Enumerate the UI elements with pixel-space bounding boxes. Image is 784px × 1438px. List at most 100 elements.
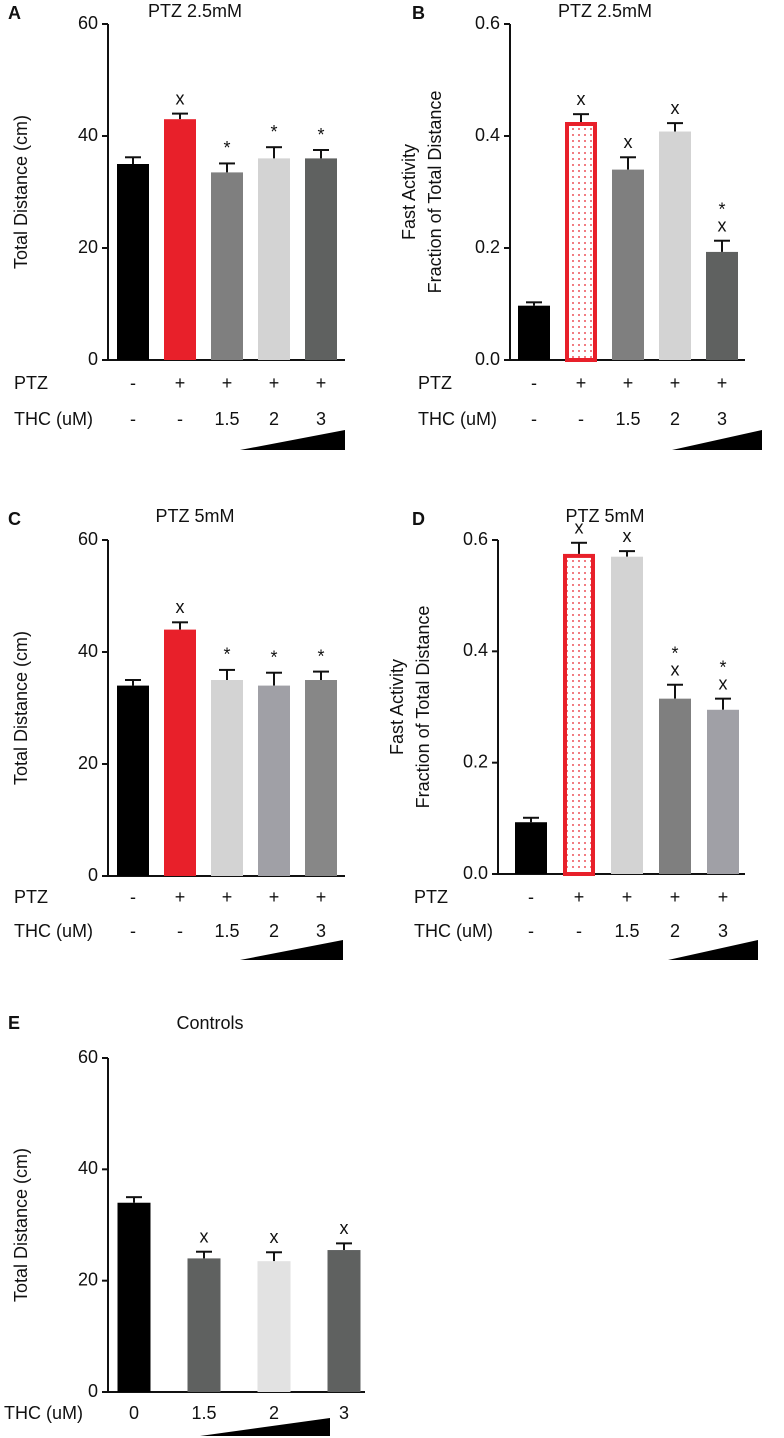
panel-label: B <box>412 3 425 23</box>
y-tick-label: 0 <box>88 349 98 369</box>
row-value: - <box>578 409 584 429</box>
chart-title: PTZ 5mM <box>156 506 235 526</box>
row-label: THC (uM) <box>14 921 93 941</box>
panel-label: C <box>8 509 21 529</box>
bar <box>707 709 739 874</box>
y-tick-label: 20 <box>78 753 98 773</box>
row-value: - <box>130 373 136 393</box>
y-tick-label: 40 <box>78 125 98 145</box>
row-label: THC (uM) <box>14 409 93 429</box>
annotation: x <box>575 518 584 538</box>
row-value: + <box>175 887 186 907</box>
row-value: + <box>623 373 634 393</box>
row-value: - <box>130 921 136 941</box>
annotation: * <box>317 125 324 145</box>
bar <box>305 680 337 876</box>
row-value: - <box>531 373 537 393</box>
row-value: + <box>622 887 633 907</box>
annotation: x <box>624 132 633 152</box>
row-value: - <box>528 921 534 941</box>
row-label: PTZ <box>14 373 48 393</box>
row-value: 3 <box>717 409 727 429</box>
bar <box>706 251 738 360</box>
y-axis-label: Total Distance (cm) <box>11 115 31 269</box>
y-axis-label: Fraction of Total Distance <box>425 91 445 294</box>
bar <box>563 553 595 877</box>
chart-title: PTZ 2.5mM <box>558 1 652 21</box>
row-label: THC (uM) <box>4 1403 83 1423</box>
y-tick-label: 0.0 <box>463 863 488 883</box>
row-value: + <box>175 373 186 393</box>
panel-label: D <box>412 509 425 529</box>
panel-label: A <box>8 3 21 23</box>
bar <box>565 122 597 362</box>
bar <box>515 822 547 874</box>
y-tick-label: 0 <box>88 1381 98 1401</box>
chart-title: PTZ 2.5mM <box>148 1 242 21</box>
row-value: 1.5 <box>614 921 639 941</box>
row-value: 1.5 <box>191 1403 216 1423</box>
row-value: 3 <box>718 921 728 941</box>
row-value: - <box>130 409 136 429</box>
row-value: 3 <box>316 409 326 429</box>
row-value: - <box>177 921 183 941</box>
annotation: * <box>719 657 726 677</box>
row-value: + <box>576 373 587 393</box>
y-tick-label: 40 <box>78 1158 98 1178</box>
annotation: * <box>718 199 725 219</box>
row-value: + <box>670 887 681 907</box>
row-value: 2 <box>670 921 680 941</box>
dose-triangle <box>240 430 345 450</box>
annotation: * <box>270 122 277 142</box>
y-tick-label: 60 <box>78 529 98 549</box>
y-tick-label: 40 <box>78 641 98 661</box>
annotation: x <box>719 673 728 693</box>
row-value: 3 <box>339 1403 349 1423</box>
row-value: 2 <box>269 921 279 941</box>
annotation: * <box>270 647 277 667</box>
row-value: + <box>670 373 681 393</box>
dose-triangle <box>668 940 758 960</box>
chart-title: Controls <box>176 1013 243 1033</box>
row-label: PTZ <box>418 373 452 393</box>
bar <box>257 1261 291 1392</box>
row-value: - <box>130 887 136 907</box>
annotation: * <box>223 645 230 665</box>
y-tick-label: 0.4 <box>463 640 488 660</box>
row-label: PTZ <box>414 887 448 907</box>
bar <box>117 685 149 876</box>
panel-label: E <box>8 1013 20 1033</box>
annotation: * <box>317 646 324 666</box>
bar <box>211 680 243 876</box>
row-value: - <box>576 921 582 941</box>
row-value: - <box>177 409 183 429</box>
annotation: x <box>176 88 185 108</box>
y-axis-label: Fast Activity <box>387 659 407 755</box>
y-tick-label: 60 <box>78 1047 98 1067</box>
y-axis-label: Total Distance (cm) <box>11 1148 31 1302</box>
y-tick-label: 0.4 <box>475 125 500 145</box>
annotation: * <box>671 643 678 663</box>
row-value: + <box>222 373 233 393</box>
bar <box>164 119 196 360</box>
chart-title: PTZ 5mM <box>566 506 645 526</box>
bar <box>164 629 196 876</box>
row-value: - <box>528 887 534 907</box>
row-value: + <box>718 887 729 907</box>
row-label: PTZ <box>14 887 48 907</box>
row-value: 1.5 <box>214 409 239 429</box>
bar <box>187 1258 221 1392</box>
row-value: 3 <box>316 921 326 941</box>
y-tick-label: 0.2 <box>475 237 500 257</box>
row-label: THC (uM) <box>414 921 493 941</box>
annotation: x <box>718 215 727 235</box>
row-value: + <box>269 887 280 907</box>
row-value: 1.5 <box>214 921 239 941</box>
annotation: x <box>671 98 680 118</box>
row-value: + <box>316 373 327 393</box>
bar <box>659 698 691 874</box>
y-axis-label: Total Distance (cm) <box>11 631 31 785</box>
annotation: x <box>577 89 586 109</box>
row-value: 2 <box>670 409 680 429</box>
